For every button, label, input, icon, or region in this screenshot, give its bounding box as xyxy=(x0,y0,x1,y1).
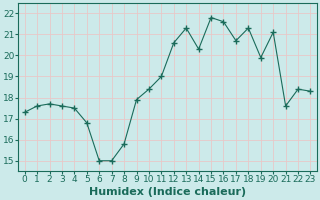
X-axis label: Humidex (Indice chaleur): Humidex (Indice chaleur) xyxy=(89,187,246,197)
